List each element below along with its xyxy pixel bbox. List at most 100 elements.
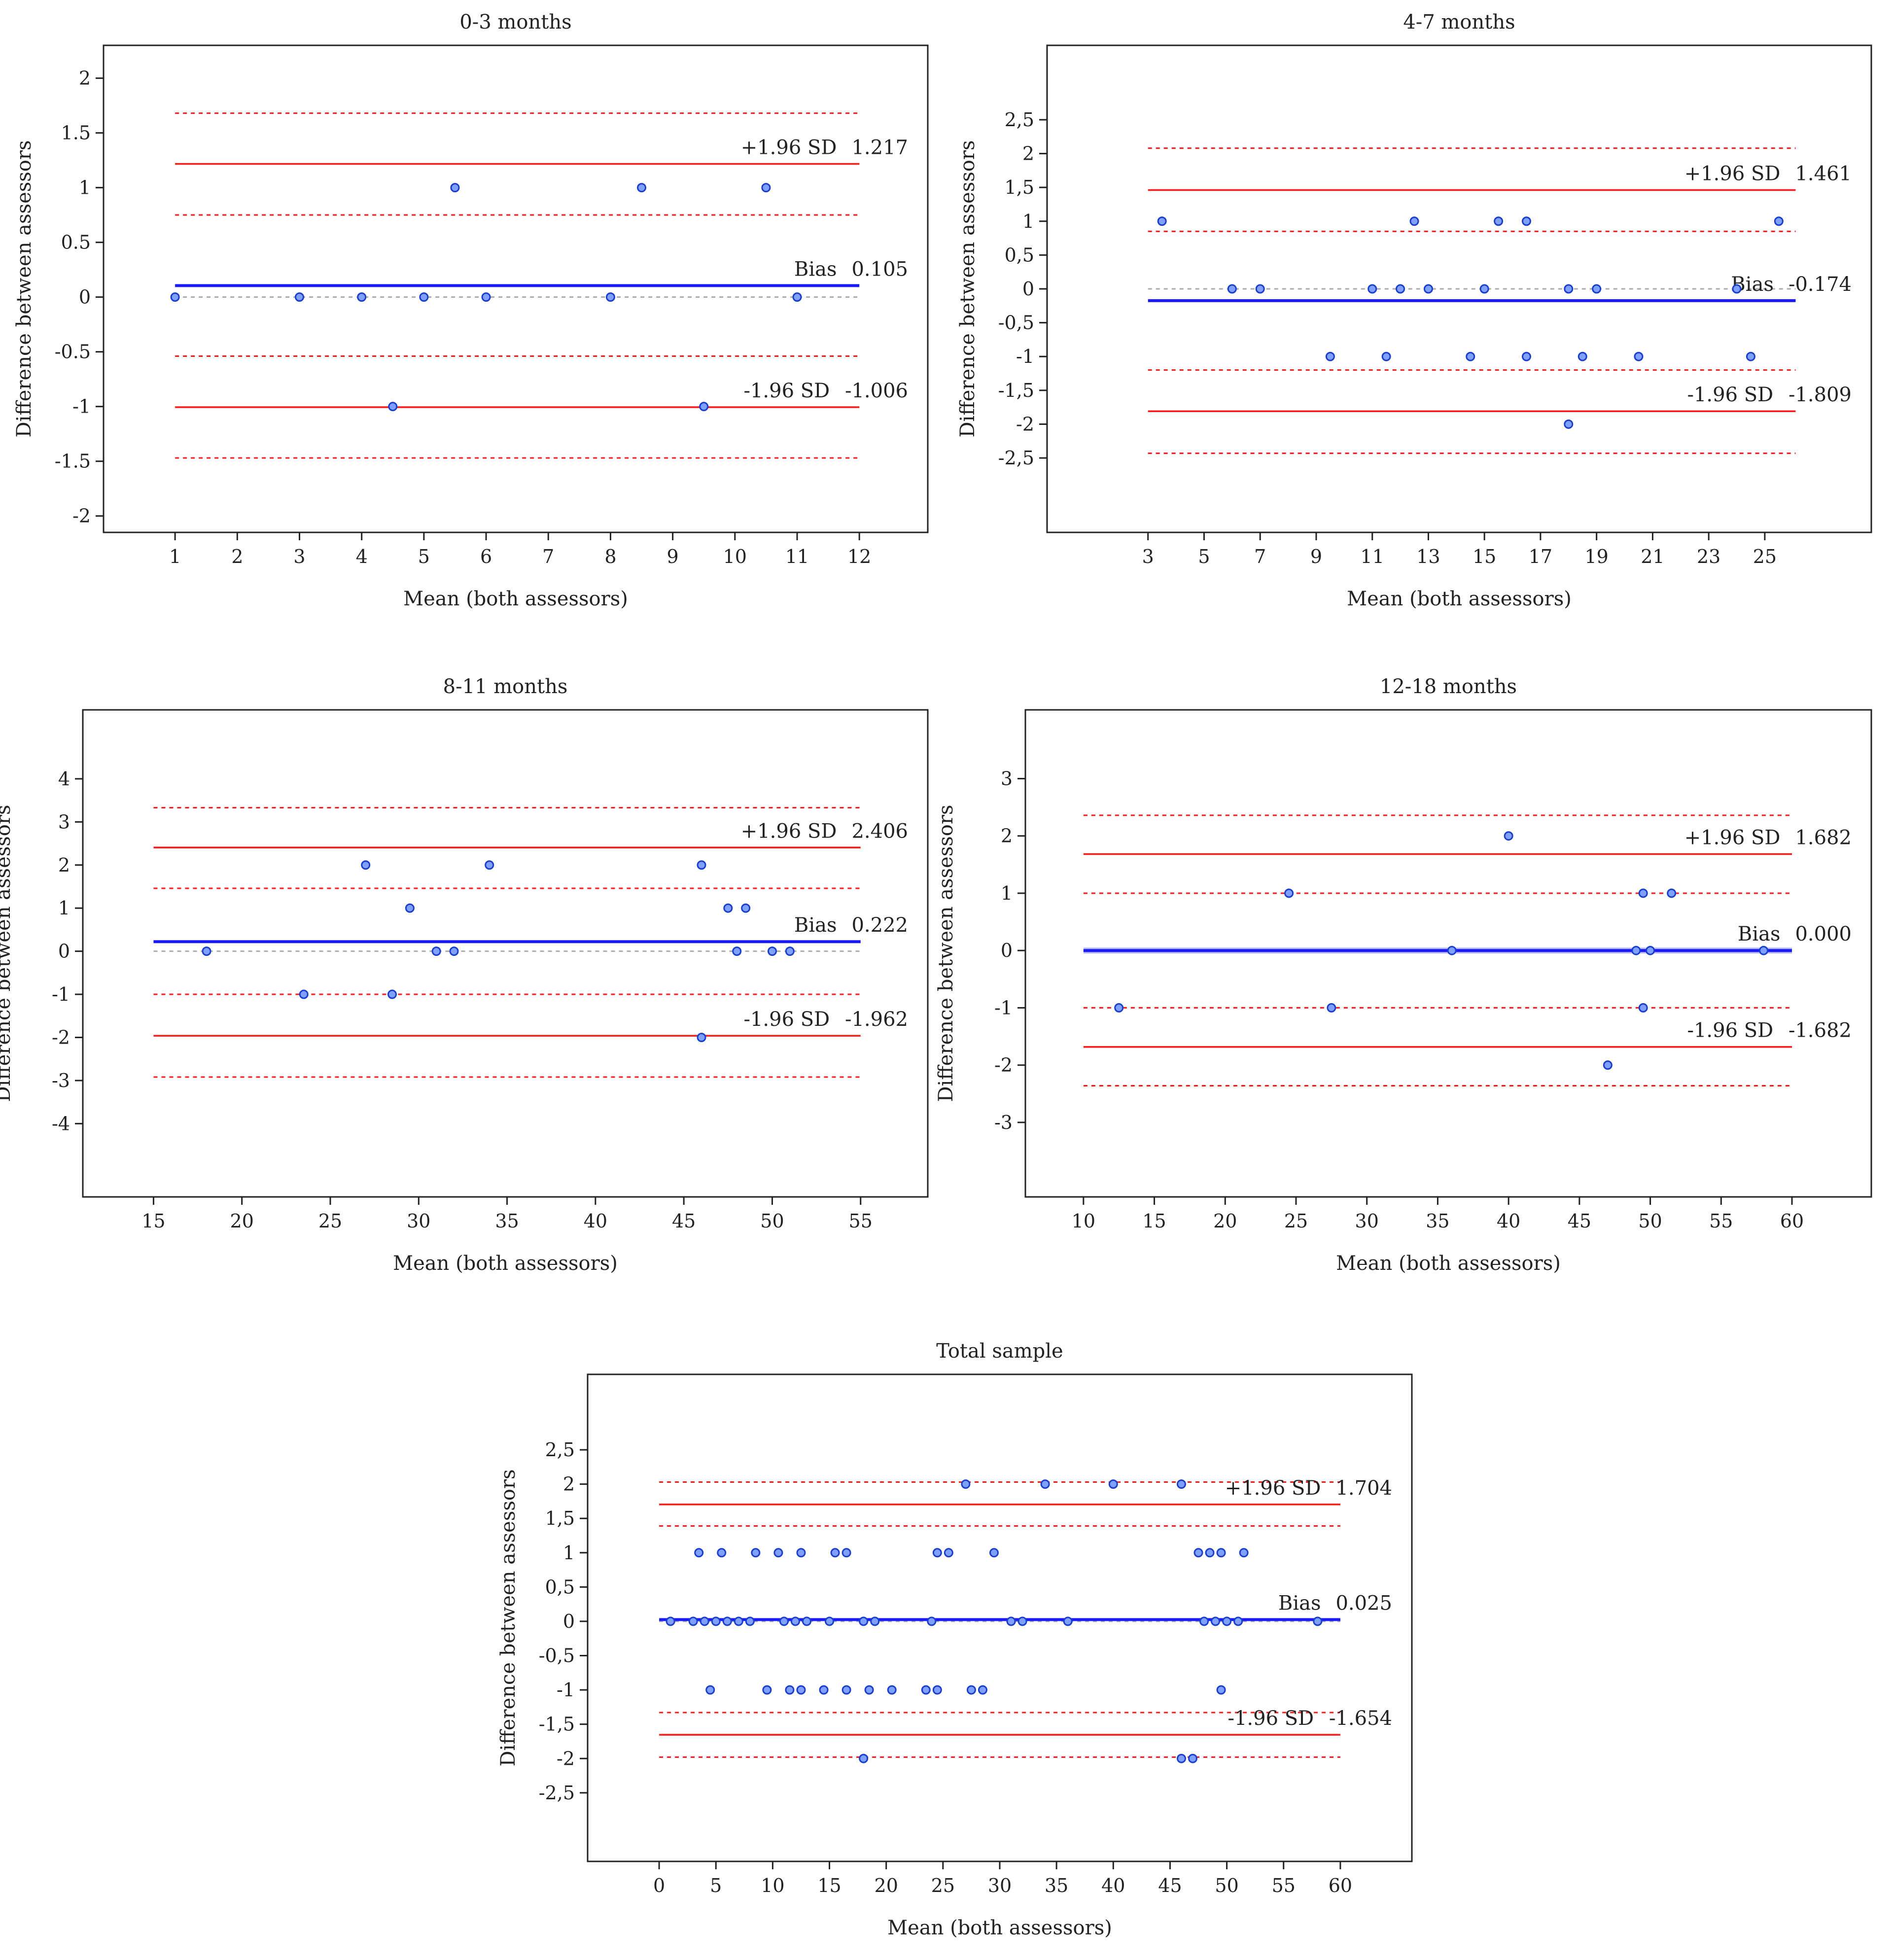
- x-tick-label: 25: [1284, 1210, 1308, 1232]
- y-axis-label: Difference between assessors: [935, 805, 957, 1102]
- data-point: [1592, 284, 1602, 294]
- data-point: [1114, 1003, 1124, 1013]
- data-point: [699, 402, 709, 412]
- bias-annotation-value: 0.222: [851, 914, 908, 937]
- lower-loa-annotation-label: -1.96 SD: [1687, 1019, 1774, 1042]
- x-tick-label: 15: [141, 1210, 165, 1232]
- data-point: [796, 1548, 806, 1558]
- data-point: [1176, 1753, 1186, 1763]
- y-tick-label: 3: [1001, 768, 1013, 789]
- y-tick-label: 0: [58, 941, 70, 962]
- x-tick-label: 55: [1709, 1210, 1733, 1232]
- x-tick-label: 35: [1045, 1875, 1068, 1896]
- x-tick-label: 30: [407, 1210, 430, 1232]
- data-point: [1381, 351, 1391, 361]
- lower-loa-annotation: -1.96 SD -1.654: [1227, 1707, 1392, 1730]
- x-tick-label: 15: [1142, 1210, 1166, 1232]
- data-point: [1188, 1753, 1198, 1763]
- y-tick-label: 1,5: [1005, 176, 1034, 198]
- lower-loa-annotation-value: -1.682: [1788, 1019, 1852, 1042]
- y-tick-label: 2: [1001, 825, 1013, 847]
- data-point: [357, 292, 367, 302]
- x-tick-label: 4: [356, 546, 368, 567]
- data-point: [722, 1616, 732, 1626]
- y-axis-label: Difference between assessors: [0, 805, 15, 1102]
- data-point: [1447, 945, 1457, 955]
- plot-frame: [587, 1373, 1413, 1862]
- panel-title: 8-11 months: [443, 675, 568, 698]
- data-point: [785, 946, 795, 956]
- x-axis-label: Mean (both assessors): [887, 1917, 1112, 1939]
- y-tick-label: 1: [79, 177, 91, 199]
- y-tick-label: 2: [1022, 143, 1034, 165]
- y-tick-label: -0.5: [55, 341, 91, 363]
- x-tick-label: 1: [169, 546, 181, 567]
- x-tick-label: 50: [760, 1210, 784, 1232]
- data-point: [1638, 1003, 1648, 1013]
- data-point: [1479, 284, 1489, 294]
- data-point: [966, 1685, 976, 1695]
- data-point: [1108, 1479, 1118, 1489]
- data-point: [450, 183, 460, 193]
- data-point: [785, 1685, 795, 1695]
- x-tick-label: 25: [931, 1875, 955, 1896]
- data-point: [1211, 1616, 1221, 1626]
- y-tick-label: 0: [1022, 278, 1034, 300]
- data-point: [1233, 1616, 1243, 1626]
- x-axis-label: Mean (both assessors): [1347, 588, 1572, 610]
- data-point: [1313, 1616, 1323, 1626]
- lower-loa-annotation-label: -1.96 SD: [743, 1008, 830, 1031]
- data-point: [841, 1685, 851, 1695]
- data-point: [825, 1616, 835, 1626]
- panel-title: 12-18 months: [1380, 675, 1517, 698]
- data-point: [299, 989, 309, 999]
- data-point: [1396, 284, 1405, 294]
- y-tick-label: 1,5: [545, 1507, 575, 1529]
- data-point: [1157, 216, 1167, 226]
- data-point: [1325, 351, 1335, 361]
- data-point: [481, 292, 491, 302]
- y-tick-label: -2: [72, 505, 91, 527]
- data-point: [773, 1548, 783, 1558]
- y-tick-label: -0,5: [539, 1645, 575, 1667]
- plot-frame: [103, 44, 929, 533]
- data-point: [1205, 1548, 1215, 1558]
- y-tick-label: -1: [557, 1679, 575, 1701]
- x-tick-label: 15: [1472, 546, 1496, 567]
- data-point: [666, 1616, 675, 1626]
- lower-loa-annotation-value: -1.809: [1788, 384, 1852, 406]
- data-point: [1638, 888, 1648, 898]
- x-tick-label: 21: [1641, 546, 1664, 567]
- upper-loa-annotation-label: +1.96 SD: [1684, 827, 1781, 849]
- data-point: [1284, 888, 1294, 898]
- y-tick-label: -1,5: [998, 380, 1034, 401]
- y-tick-label: 2: [79, 68, 91, 89]
- data-point: [387, 989, 397, 999]
- x-tick-label: 40: [1101, 1875, 1125, 1896]
- x-tick-label: 5: [418, 546, 430, 567]
- data-point: [170, 292, 180, 302]
- data-point: [734, 1616, 743, 1626]
- data-point: [932, 1548, 942, 1558]
- bias-annotation-label: Bias: [794, 258, 837, 280]
- x-tick-label: 55: [1272, 1875, 1296, 1896]
- x-axis-label: Mean (both assessors): [403, 588, 628, 610]
- data-point: [978, 1685, 987, 1695]
- data-point: [932, 1685, 942, 1695]
- x-tick-label: 30: [988, 1875, 1012, 1896]
- upper-loa-annotation-label: +1.96 SD: [741, 820, 837, 842]
- data-point: [431, 946, 441, 956]
- upper-loa-annotation: +1.96 SD 1.704: [1225, 1477, 1392, 1500]
- data-point: [1634, 351, 1644, 361]
- data-point: [637, 183, 647, 193]
- upper-loa-annotation-label: +1.96 SD: [741, 136, 837, 159]
- data-point: [989, 1548, 999, 1558]
- y-tick-label: 1.5: [61, 122, 91, 144]
- data-point: [1227, 284, 1237, 294]
- data-point: [361, 860, 371, 870]
- data-point: [1017, 1616, 1027, 1626]
- data-point: [405, 903, 415, 913]
- x-tick-label: 8: [604, 546, 616, 567]
- y-tick-label: -1,5: [539, 1714, 575, 1735]
- y-axis-label: Difference between assessors: [497, 1469, 520, 1766]
